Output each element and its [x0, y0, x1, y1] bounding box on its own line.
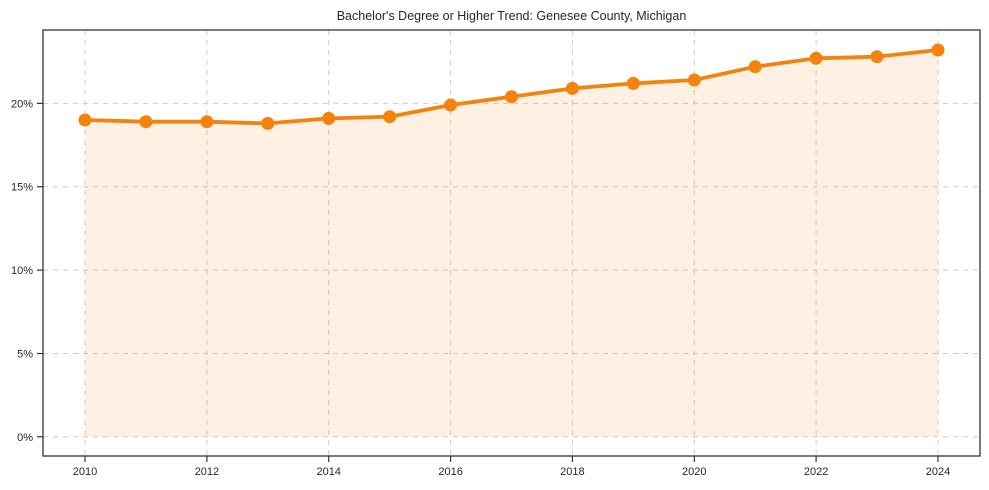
plot-border — [42, 29, 981, 457]
y-tick-label: 10% — [11, 265, 33, 277]
data-point-marker — [78, 113, 92, 127]
x-tick-label: 2016 — [438, 466, 462, 478]
data-point-marker — [809, 51, 823, 65]
data-point-marker — [261, 116, 275, 130]
data-point-marker — [139, 115, 153, 129]
y-tick-label: 20% — [11, 98, 33, 110]
data-point-marker — [870, 50, 884, 64]
data-point-marker — [505, 90, 518, 104]
data-point-marker — [931, 43, 945, 57]
x-tick-label: 2012 — [195, 466, 219, 478]
x-tick-label: 2018 — [560, 466, 584, 478]
data-point-marker — [200, 115, 214, 129]
data-point-marker — [444, 98, 458, 112]
x-tick-label: 2020 — [682, 466, 706, 478]
data-point-marker — [748, 60, 762, 74]
y-tick-label: 15% — [11, 182, 33, 194]
data-point-marker — [626, 76, 640, 90]
data-point-marker — [322, 111, 336, 125]
y-tick-label: 5% — [17, 349, 33, 361]
data-point-marker — [565, 81, 579, 95]
area-fill — [85, 50, 938, 437]
x-tick-label: 2010 — [73, 466, 97, 478]
y-tick-label: 0% — [17, 432, 33, 444]
x-tick-label: 2022 — [804, 466, 828, 478]
data-point-marker — [687, 73, 701, 87]
x-tick-label: 2024 — [926, 466, 950, 478]
data-point-marker — [383, 110, 397, 124]
chart-title: Bachelor's Degree or Higher Trend: Genes… — [337, 9, 687, 23]
x-tick-label: 2014 — [316, 466, 340, 478]
